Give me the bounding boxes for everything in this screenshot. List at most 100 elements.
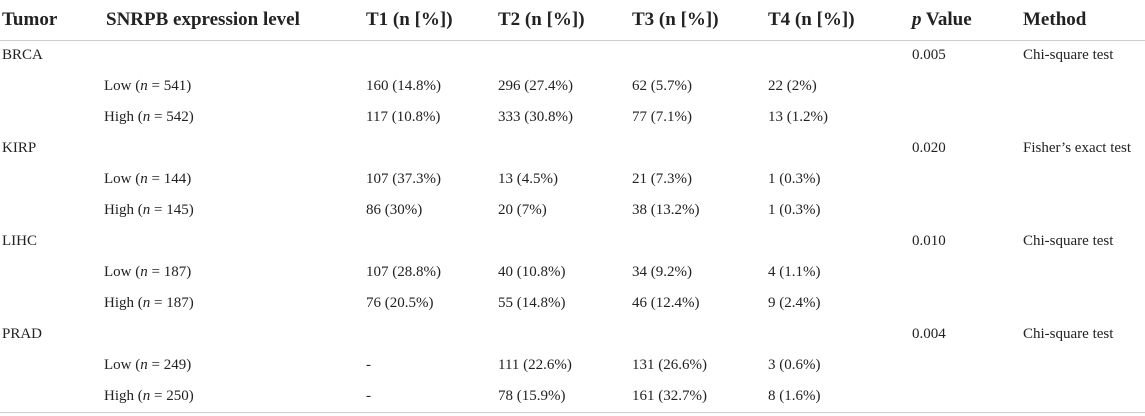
empty-cell [496, 133, 630, 164]
t3-value: 21 (7.3%) [632, 171, 692, 187]
t2-value: 111 (22.6%) [498, 357, 572, 373]
empty-cell [0, 350, 104, 381]
empty-cell [1021, 381, 1145, 413]
p-value: 0.010 [912, 233, 946, 249]
table-row: High (n = 145) 86 (30%) 20 (7%) 38 (13.2%) 1… [0, 195, 1145, 226]
t2-value: 55 (14.8%) [498, 295, 566, 311]
n-value: 541 [163, 78, 187, 94]
empty-cell [364, 133, 496, 164]
table-row: Low (n = 249) - 111 (22.6%) 131 (26.6%) 3 (0… [0, 350, 1145, 381]
level-label: Low [104, 264, 132, 280]
n-suffix: ) [188, 295, 194, 311]
level-label: High [104, 109, 134, 125]
t2-value: 78 (15.9%) [496, 381, 630, 413]
n-value: 249 [163, 357, 187, 373]
table-header: Tumor SNRPB expression level T1 (n [%]) … [0, 0, 1145, 41]
empty-cell [0, 164, 104, 195]
t3-value: 161 (32.7%) [630, 381, 766, 413]
empty-cell [1021, 164, 1145, 195]
n-prefix: (n = [134, 202, 167, 218]
t4-value: 8 (1.6%) [766, 381, 910, 413]
empty-cell [1021, 350, 1145, 381]
t3-value: 46 (12.4%) [632, 295, 700, 311]
header-method: Method [1021, 0, 1145, 41]
expression-level: Low (n = 249) [104, 350, 364, 381]
t3-value: 131 (26.6%) [632, 357, 707, 373]
empty-cell [0, 102, 104, 133]
n-suffix: ) [188, 202, 194, 218]
n-value: 187 [163, 264, 187, 280]
empty-cell [104, 319, 364, 350]
empty-cell [0, 195, 104, 226]
n-value: 187 [166, 295, 189, 311]
t2-value: 40 (10.8%) [498, 264, 566, 280]
t2-value: 13 (4.5%) [498, 171, 558, 187]
header-t2: T2 (n [%]) [496, 0, 630, 41]
tumor-name: LIHC [2, 233, 37, 249]
header-p-value: p Value [910, 0, 1021, 41]
empty-cell [0, 71, 104, 102]
expression-level: Low (n = 541) [104, 71, 364, 102]
empty-cell [104, 226, 364, 257]
empty-cell [364, 226, 496, 257]
table-row: Low (n = 144) 107 (37.3%) 13 (4.5%) 21 (7.3… [0, 164, 1145, 195]
empty-cell [496, 40, 630, 71]
table-body: BRCA 0.005 Chi-square test Low (n = 541) 160… [0, 40, 1145, 413]
empty-cell [0, 257, 104, 288]
expression-level: High (n = 187) [104, 288, 364, 319]
empty-cell [630, 133, 766, 164]
n-prefix: (n = [134, 387, 167, 404]
table-row-group: KIRP 0.020 Fisher’s exact test [0, 133, 1145, 164]
empty-cell [910, 257, 1021, 288]
n-suffix: ) [188, 109, 194, 125]
header-tumor: Tumor [0, 0, 104, 41]
header-expression-level: SNRPB expression level [104, 0, 364, 41]
empty-cell [910, 350, 1021, 381]
empty-cell [1021, 71, 1145, 102]
t4-value: 3 (0.6%) [768, 357, 821, 373]
t1-value: 86 (30%) [366, 202, 423, 218]
header-t1: T1 (n [%]) [364, 0, 496, 41]
table-row: High (n = 542) 117 (10.8%) 333 (30.8%) 77 (… [0, 102, 1145, 133]
header-p-italic: p [912, 8, 922, 30]
n-prefix: (n = [134, 295, 167, 311]
level-label: Low [104, 78, 132, 94]
n-value: 145 [166, 202, 189, 218]
empty-cell [1021, 102, 1145, 133]
empty-cell [766, 226, 910, 257]
empty-cell [104, 133, 364, 164]
n-suffix: ) [186, 357, 192, 373]
n-prefix: (n = [131, 171, 164, 187]
method: Fisher’s exact test [1023, 140, 1132, 156]
table-row: High (n = 250) -78 (15.9%) 161 (32.7%) 8 (1… [0, 381, 1145, 413]
empty-cell [766, 133, 910, 164]
table-row: High (n = 187) 76 (20.5%) 55 (14.8%) 46 (12… [0, 288, 1145, 319]
header-t3: T3 (n [%]) [630, 0, 766, 41]
table-row-group: PRAD 0.004 Chi-square test [0, 319, 1145, 350]
table-row-group: BRCA 0.005 Chi-square test [0, 40, 1145, 71]
n-suffix: ) [186, 78, 192, 94]
expression-level: High (n = 542) [104, 102, 364, 133]
empty-cell [630, 226, 766, 257]
table-row: Low (n = 187) 107 (28.8%) 40 (10.8%) 34 (9.… [0, 257, 1145, 288]
header-p-rest: Value [921, 8, 972, 30]
empty-cell [630, 319, 766, 350]
empty-cell [364, 40, 496, 71]
tumor-name: KIRP [2, 140, 37, 156]
t3-value: 38 (13.2%) [632, 202, 700, 218]
tumor-name: PRAD [2, 326, 43, 342]
tumor-name: BRCA [2, 47, 43, 64]
empty-cell [496, 226, 630, 257]
t4-value: 13 (1.2%) [768, 109, 828, 125]
n-prefix: (n = [131, 357, 164, 373]
empty-cell [910, 71, 1021, 102]
t1-value: 107 (37.3%) [366, 171, 441, 187]
expression-level: Low (n = 187) [104, 257, 364, 288]
t1-value: - [366, 357, 371, 373]
t1-value: - [364, 381, 496, 413]
empty-cell [766, 40, 910, 71]
n-suffix: ) [186, 264, 192, 280]
n-value: 250 [166, 387, 189, 404]
n-prefix: (n = [131, 78, 164, 94]
